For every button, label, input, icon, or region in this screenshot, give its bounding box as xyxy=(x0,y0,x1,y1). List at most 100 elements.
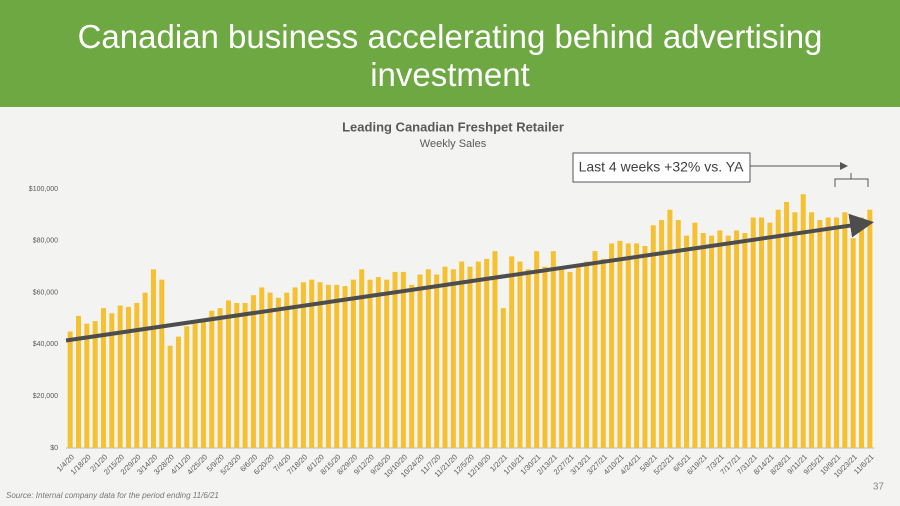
bar xyxy=(392,271,398,448)
bar xyxy=(859,217,865,448)
bar xyxy=(242,302,248,448)
y-tick-label: $0 xyxy=(50,445,58,452)
bar xyxy=(517,261,523,448)
source-note: Source: Internal company data for the pe… xyxy=(6,491,219,500)
bracket xyxy=(834,173,869,187)
bar xyxy=(575,266,581,448)
bar xyxy=(559,269,565,448)
bar xyxy=(84,323,90,448)
y-tick-label: $100,000 xyxy=(29,186,58,193)
bar xyxy=(775,209,781,448)
bar xyxy=(200,318,206,448)
bar xyxy=(467,266,473,448)
bar xyxy=(350,279,356,448)
bar xyxy=(109,313,115,448)
bar xyxy=(150,269,156,448)
bar xyxy=(125,306,131,448)
bar xyxy=(842,212,848,448)
bar xyxy=(267,292,273,448)
bar xyxy=(750,217,756,448)
annotation-box xyxy=(572,152,751,183)
bar xyxy=(342,286,348,448)
bar xyxy=(767,222,773,448)
bar xyxy=(417,274,423,448)
bar xyxy=(684,235,690,448)
bar xyxy=(525,269,531,448)
page-number: 37 xyxy=(873,482,885,493)
chart-subtitle: Weekly Sales xyxy=(420,138,487,150)
bar xyxy=(317,282,323,448)
bar xyxy=(275,297,281,448)
bar xyxy=(584,261,590,448)
bar xyxy=(250,295,256,448)
bar xyxy=(550,251,556,448)
bar xyxy=(375,277,381,448)
bar xyxy=(742,233,748,448)
bar xyxy=(809,212,815,448)
bar xyxy=(850,238,856,448)
header-bar: Canadian business accelerating behind ad… xyxy=(0,0,900,107)
bar xyxy=(259,287,265,448)
bar xyxy=(284,292,290,448)
bar xyxy=(300,282,306,448)
bar xyxy=(225,300,231,448)
y-tick-label: $40,000 xyxy=(33,341,58,348)
bar xyxy=(509,256,515,448)
annotation: Last 4 weeks +32% vs. YA xyxy=(579,159,745,175)
bar xyxy=(609,243,615,448)
bar xyxy=(434,274,440,448)
bar xyxy=(67,331,73,448)
bar xyxy=(567,271,573,448)
bar xyxy=(159,279,165,448)
bar xyxy=(450,269,456,448)
bar xyxy=(542,266,548,448)
bar xyxy=(709,235,715,448)
bar xyxy=(475,261,481,448)
bar xyxy=(217,308,223,448)
bar xyxy=(675,220,681,448)
bar xyxy=(817,220,823,448)
bar xyxy=(409,284,415,448)
bar xyxy=(400,271,406,448)
bar xyxy=(825,217,831,448)
bar xyxy=(692,222,698,448)
bar xyxy=(659,220,665,448)
bar xyxy=(325,284,331,448)
bar xyxy=(75,315,81,448)
bar xyxy=(367,279,373,448)
bar xyxy=(834,217,840,448)
bar xyxy=(192,323,198,448)
bar xyxy=(500,308,506,448)
bar xyxy=(592,251,598,448)
trend-line xyxy=(65,213,874,343)
bar xyxy=(184,326,190,448)
bar xyxy=(209,310,215,448)
bar xyxy=(359,269,365,448)
bar xyxy=(634,243,640,448)
bar xyxy=(792,212,798,448)
bar xyxy=(717,230,723,448)
bar xyxy=(484,258,490,448)
bar xyxy=(142,292,148,448)
y-tick-label: $20,000 xyxy=(33,393,58,400)
bar xyxy=(867,209,873,448)
bar xyxy=(534,251,540,448)
y-tick-label: $60,000 xyxy=(33,289,58,296)
slide-title: Canadian business accelerating behind ad… xyxy=(77,18,823,93)
bar xyxy=(459,261,465,448)
bar xyxy=(650,225,656,448)
bar xyxy=(784,201,790,448)
bar xyxy=(667,209,673,448)
bar xyxy=(117,305,123,448)
bar xyxy=(642,245,648,448)
bar xyxy=(100,308,106,448)
bar xyxy=(92,321,98,448)
chart-title: Leading Canadian Freshpet Retailer xyxy=(342,119,564,134)
bar xyxy=(134,302,140,448)
bar xyxy=(734,230,740,448)
bar xyxy=(759,217,765,448)
bar xyxy=(442,266,448,448)
bar xyxy=(800,194,806,448)
bar xyxy=(700,233,706,448)
